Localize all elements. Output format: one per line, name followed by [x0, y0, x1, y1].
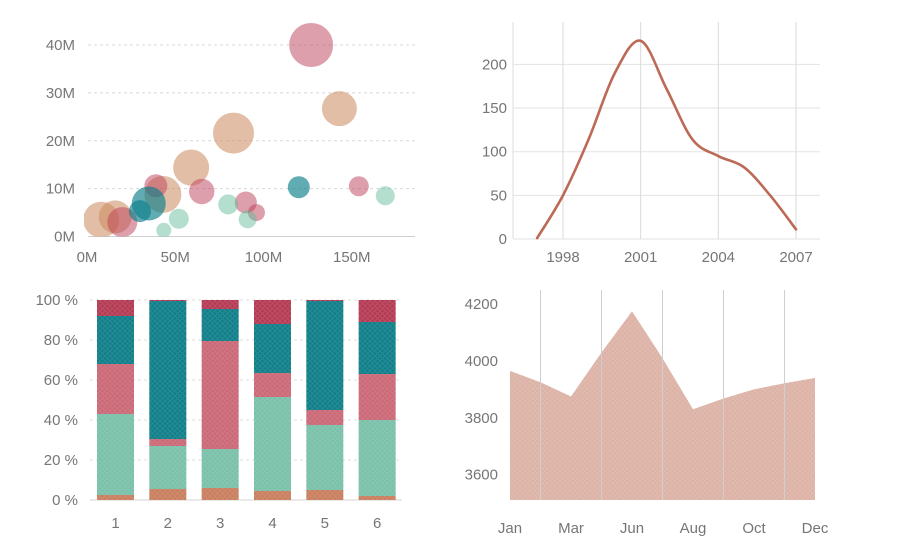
bubble-layer [84, 23, 395, 238]
bar-texture [306, 300, 344, 500]
x-axis-tick-label: Mar [558, 520, 584, 537]
y-axis-tick-label: 20M [46, 133, 75, 150]
salmon-bubble[interactable] [173, 149, 210, 186]
y-axis-tick-label: 0 [499, 231, 507, 248]
bar-texture [358, 300, 396, 500]
x-axis-tick-label: Jan [498, 520, 522, 537]
area-chart[interactable]: 3600 3800 4000 4200 Jan Mar Jun Aug Oct Dec [450, 276, 900, 552]
x-axis-tick-label: 1 [111, 515, 119, 532]
bubble-chart[interactable]: 0M 10M 20M 30M 40M 0M 50M 100M 150M [0, 0, 450, 276]
x-axis-tick-label: Jun [620, 520, 644, 537]
red-bubble[interactable] [247, 204, 265, 222]
x-axis-tick-label: 2001 [624, 249, 657, 266]
y-axis-tick-label: 100 % [35, 292, 78, 309]
y-axis-tick-label: 150 [482, 100, 507, 117]
x-axis-tick-label: 1998 [546, 249, 579, 266]
line-series[interactable] [535, 39, 798, 240]
x-axis-tick-label: 0M [77, 249, 98, 266]
chart-bubble-svg: 0M 10M 20M 30M 40M 0M 50M 100M 150M [46, 23, 415, 266]
x-axis-tick-label: 2 [164, 515, 172, 532]
y-axis-tick-label: 30M [46, 85, 75, 102]
line-chart[interactable]: 0 50 100 150 200 1998 2001 2004 2007 [450, 0, 900, 276]
salmon-bubble[interactable] [321, 91, 357, 127]
red-bubble[interactable] [289, 23, 334, 67]
x-axis-tick-label: 150M [333, 249, 371, 266]
red-bubble[interactable] [348, 176, 369, 197]
y-axis-tick-label: 4000 [465, 353, 498, 370]
chart-line-svg: 0 50 100 150 200 1998 2001 2004 2007 [482, 22, 820, 266]
mint-bubble[interactable] [375, 186, 395, 206]
teal-bubble[interactable] [287, 176, 310, 199]
y-axis-tick-label: 3800 [465, 410, 498, 427]
y-axis-tick-label: 0M [54, 229, 75, 246]
x-axis-tick-label: 50M [161, 249, 190, 266]
x-axis-tick-label: 4 [268, 515, 276, 532]
red-bubble[interactable] [189, 178, 215, 205]
bar-texture [201, 300, 239, 500]
x-axis-tick-label: 2004 [702, 249, 735, 266]
y-axis-tick-label: 20 % [44, 452, 78, 469]
x-axis-tick-label: 100M [245, 249, 283, 266]
chart-area-svg: 3600 3800 4000 4200 Jan Mar Jun Aug Oct Dec [465, 290, 829, 537]
y-axis-tick-label: 3600 [465, 467, 498, 484]
y-axis-tick-label: 4200 [465, 296, 498, 313]
bar-texture [149, 300, 187, 500]
mint-bubble[interactable] [168, 208, 189, 229]
x-axis-tick-label: 2007 [779, 249, 812, 266]
x-axis-tick-label: 5 [321, 515, 329, 532]
x-axis-tick-label: Oct [742, 520, 766, 537]
x-axis-tick-label: Dec [802, 520, 829, 537]
bar-texture [97, 300, 134, 500]
mint-bubble[interactable] [218, 194, 239, 215]
teal-bubble[interactable] [131, 186, 166, 221]
mint-bubble[interactable] [238, 210, 257, 229]
y-axis-tick-label: 60 % [44, 372, 78, 389]
x-axis-tick-label: 3 [216, 515, 224, 532]
y-axis-tick-label: 80 % [44, 332, 78, 349]
stacked-bar-chart[interactable]: 0 % 20 % 40 % 60 % 80 % 100 % 1 2 3 4 5 6 [0, 276, 450, 552]
bar-texture [253, 300, 291, 500]
salmon-bubble[interactable] [212, 112, 254, 154]
chart-stacked-svg: 0 % 20 % 40 % 60 % 80 % 100 % 1 2 3 4 5 6 [35, 292, 402, 532]
y-axis-tick-label: 0 % [52, 492, 78, 509]
y-axis-tick-label: 200 [482, 56, 507, 73]
y-axis-tick-label: 100 [482, 144, 507, 161]
x-axis-tick-label: 6 [373, 515, 381, 532]
x-axis-tick-label: Aug [680, 520, 707, 537]
y-axis-tick-label: 40M [46, 37, 75, 54]
y-axis-tick-label: 40 % [44, 412, 78, 429]
mint-bubble[interactable] [156, 222, 172, 238]
y-axis-tick-label: 50 [490, 187, 507, 204]
y-axis-tick-label: 10M [46, 181, 75, 198]
